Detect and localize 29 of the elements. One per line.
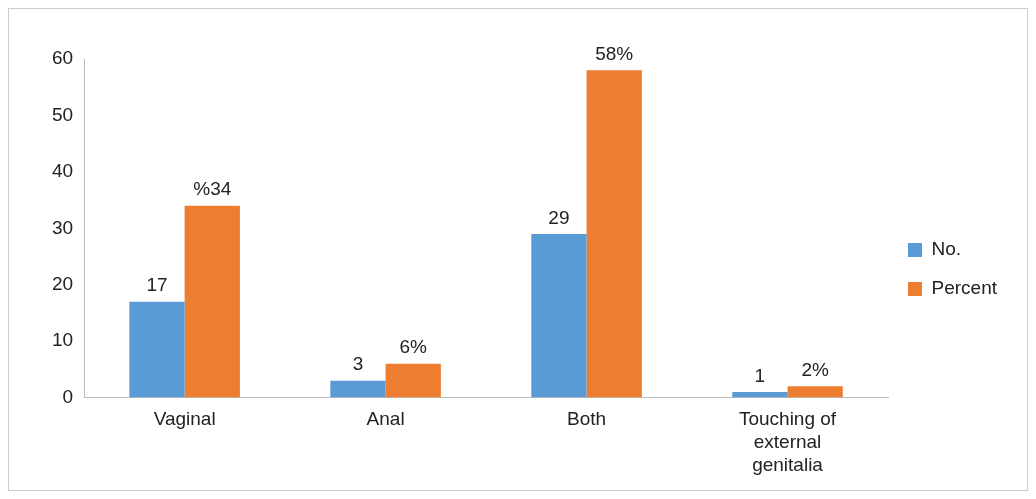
data-label: 2% — [801, 359, 829, 381]
y-tick-label: 30 — [51, 216, 74, 238]
legend-label: No. — [931, 238, 962, 260]
data-label: 29 — [548, 206, 570, 228]
bar — [531, 233, 587, 398]
data-label: 6% — [399, 336, 428, 358]
y-tick-label: 0 — [62, 385, 74, 407]
x-tick-label: Both — [567, 408, 607, 430]
data-label: 58% — [595, 43, 634, 65]
x-tick-label: Vaginal — [153, 408, 216, 430]
y-tick-label: 60 — [51, 47, 74, 69]
y-tick-label: 10 — [51, 329, 74, 351]
x-tick-label: Touching of external genitalia — [738, 408, 837, 475]
bar — [330, 380, 386, 398]
bar — [184, 205, 240, 398]
bar — [732, 391, 788, 398]
y-tick-label: 40 — [51, 160, 74, 182]
data-label: 3 — [352, 353, 364, 375]
legend-label: Percent — [931, 277, 998, 299]
bar — [129, 301, 185, 398]
bar — [586, 70, 642, 398]
y-tick-label: 20 — [51, 272, 74, 294]
data-label: 1 — [754, 364, 766, 386]
data-label: %34 — [193, 178, 232, 200]
y-tick-label: 50 — [51, 103, 74, 125]
bar — [787, 386, 843, 398]
bar — [385, 363, 441, 398]
data-label: 17 — [146, 274, 168, 296]
x-tick-label: Anal — [366, 408, 405, 430]
